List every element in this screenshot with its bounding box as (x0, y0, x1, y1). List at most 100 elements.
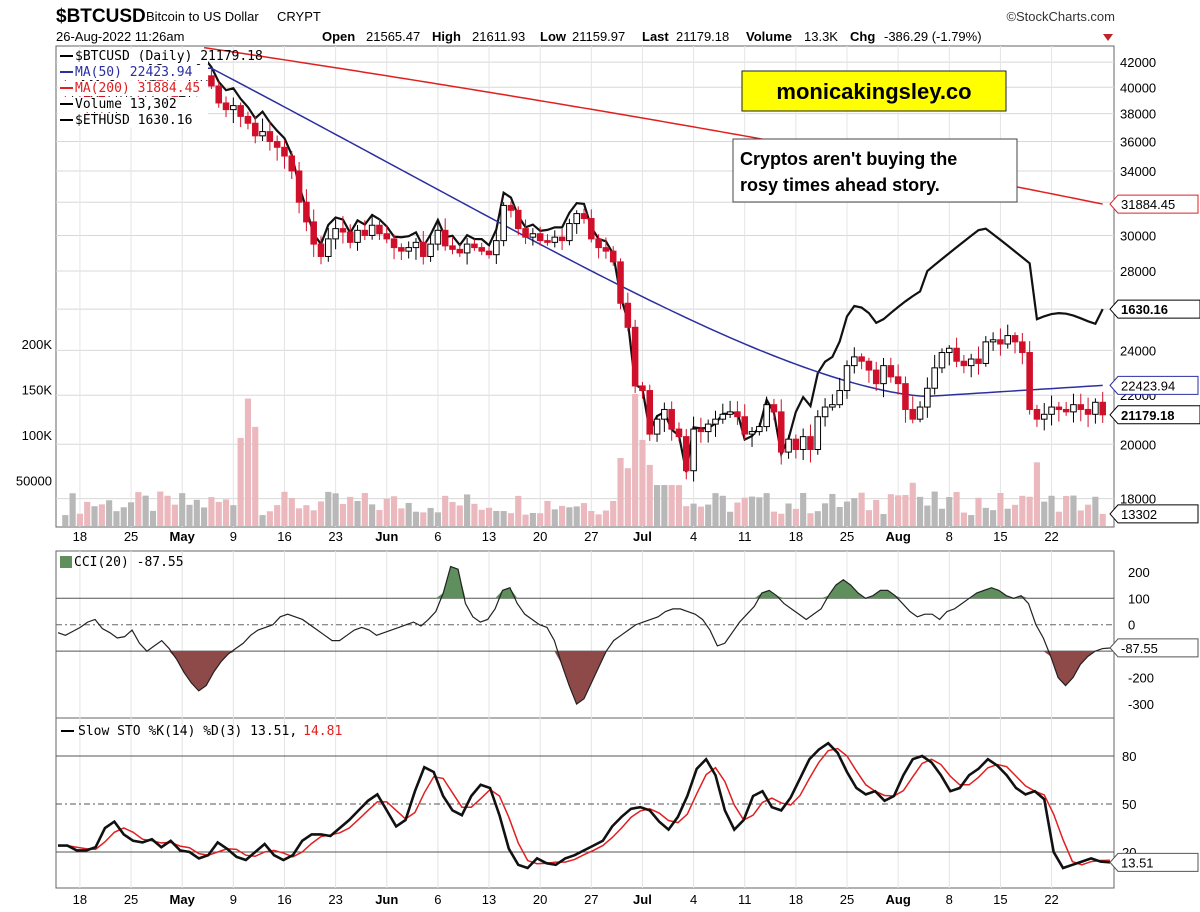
candle-body (777, 411, 785, 453)
ohlc-value: 13.3K (804, 29, 838, 44)
candle-body (697, 428, 705, 433)
candle-body (310, 221, 317, 245)
volume-bar (946, 497, 953, 526)
cci-legend: CCI(20) -87.55 (60, 555, 184, 570)
ethusd-line (64, 56, 1104, 473)
candle-body (281, 146, 288, 157)
candle-body (420, 241, 427, 257)
candle-body (573, 213, 580, 225)
candle-body (982, 341, 990, 364)
x-tick-label: 23 (328, 892, 342, 907)
candle-body (916, 406, 924, 420)
volume-bar (361, 492, 368, 526)
x-tick-label: 6 (434, 892, 441, 907)
volume-bar (895, 495, 902, 526)
brand-label: ©StockCharts.com (1006, 9, 1115, 24)
price-tick-label: 36000 (1120, 135, 1156, 150)
x-tick-label: 27 (584, 892, 598, 907)
candle-body (1040, 413, 1048, 420)
legend-entry: $BTCUSD (Daily) 21179.18 (75, 49, 263, 64)
volume-bar (916, 496, 924, 526)
cci-tick-label: -200 (1128, 671, 1154, 686)
candle-body (368, 224, 376, 236)
cci-negative-fill (58, 651, 1110, 705)
volume-bar (252, 426, 259, 526)
volume-bar (230, 505, 237, 526)
volume-bar (887, 494, 894, 526)
watermark: monicakingsley.co (741, 70, 1007, 112)
volume-bar (222, 499, 230, 526)
candle-body (843, 365, 851, 392)
volume-bar (464, 494, 471, 526)
volume-bar (675, 485, 683, 526)
x-tick-label: Jul (633, 892, 652, 907)
volume-bar (383, 498, 390, 526)
price-tick-label: 40000 (1120, 80, 1156, 95)
volume-bar (668, 485, 675, 526)
volume-bar (727, 511, 734, 526)
candle-body (1062, 408, 1070, 413)
candle-body (967, 358, 975, 367)
candle-body (1033, 408, 1041, 420)
cci-tag-text: -87.55 (1121, 641, 1158, 656)
volume-bar (274, 505, 281, 526)
candle-body (997, 339, 1004, 345)
volume-bar (471, 503, 478, 526)
chart-header: $BTCUSD Bitcoin to US Dollar CRYPT ©Stoc… (56, 6, 1115, 44)
volume-bar (332, 493, 339, 526)
sto-series (58, 741, 1111, 870)
volume-bar (610, 501, 617, 526)
candle-body (500, 204, 507, 242)
volume-bar (376, 509, 383, 526)
x-tick-label: 16 (277, 529, 291, 544)
price-tick-label: 34000 (1120, 164, 1156, 179)
candle-body (975, 358, 982, 364)
candle-body (354, 229, 361, 243)
sto-tag-text: 13.51 (1121, 855, 1154, 870)
candle-body (1004, 335, 1011, 345)
volume-bar (347, 496, 354, 526)
volume-bar (639, 439, 646, 526)
volume-bar (741, 497, 748, 526)
volume-bar (398, 508, 405, 526)
sto-tick-label: 50 (1122, 797, 1136, 812)
x-tick-label: 20 (533, 529, 547, 544)
candle-body (434, 229, 442, 245)
x-tick-label: 25 (124, 892, 138, 907)
candle-body (390, 238, 398, 249)
candle-body (266, 131, 274, 143)
candle-body (485, 250, 493, 256)
volume-bar (303, 505, 310, 526)
candle-body (595, 238, 602, 249)
volume-bar (865, 510, 872, 526)
last-price-tag-text: 21179.18 (1121, 408, 1175, 423)
volume-bar (632, 394, 639, 526)
ma50-tag-box (1109, 375, 1199, 395)
x-tick-label: 15 (993, 529, 1007, 544)
candle-body (471, 243, 478, 249)
x-tick-label: 9 (230, 529, 237, 544)
volume-bar (924, 505, 931, 526)
volume-bar (412, 511, 420, 526)
candle-body (675, 428, 683, 438)
x-tick-label: 9 (230, 892, 237, 907)
volume-bar (208, 497, 215, 526)
x-tick-label: 23 (328, 529, 342, 544)
price-tick-label: 38000 (1120, 107, 1156, 122)
candle-body (566, 223, 573, 242)
candle-body (346, 231, 354, 243)
candle-body (427, 243, 434, 257)
ohlc-label: High (432, 29, 461, 44)
sto-k-line (58, 741, 1111, 870)
candle-body (661, 408, 668, 420)
x-tick-label: 18 (73, 892, 87, 907)
volume-bar (354, 500, 361, 526)
candle-body (887, 365, 895, 378)
ohlc-value: 21565.47 (366, 29, 420, 44)
sto-tag-box (1109, 852, 1199, 872)
candle-body (441, 229, 449, 247)
price-tick-label: 28000 (1120, 264, 1156, 279)
legend-entry: MA(50) 22423.94 (75, 65, 193, 80)
ma200-tag-box (1109, 194, 1199, 214)
ohlc-label: Low (540, 29, 567, 44)
